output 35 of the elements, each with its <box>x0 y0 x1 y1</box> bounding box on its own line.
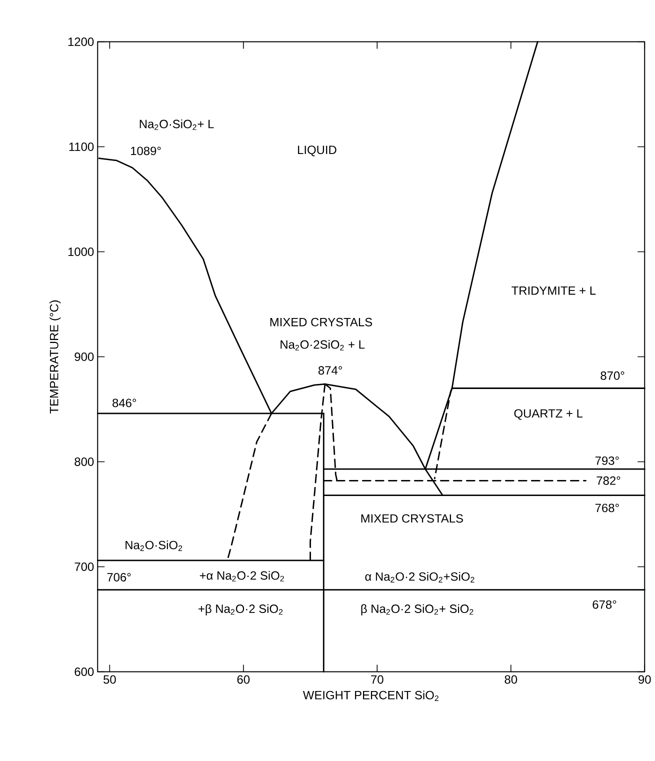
x-tick-label: 90 <box>638 675 652 684</box>
annotation: +α Na$_{2}$O·2 SiO$_{2}$ <box>200 570 284 582</box>
annotation: 782° <box>596 476 620 485</box>
annotation: 793° <box>596 456 620 465</box>
annotation: 706° <box>107 573 131 582</box>
x-tick-label: 80 <box>504 675 518 684</box>
annotation: 846° <box>112 398 136 408</box>
y-tick-label: 600 <box>74 668 94 676</box>
x-tick-label: 70 <box>371 675 384 684</box>
y-tick-label: 800 <box>74 458 94 466</box>
y-tick-label: 900 <box>74 352 94 361</box>
y-tick-label: 1000 <box>68 248 94 256</box>
annotation: TRIDYMITE + L <box>512 286 596 295</box>
annotation: MIXED CRYSTALS <box>270 318 372 326</box>
annotation: Na$_{2}$O·SiO$_{2}$ <box>126 540 182 551</box>
annotation: β Na$_{2}$O·2 SiO$_{2}$+ SiO$_{2}$ <box>361 604 474 616</box>
annotation: Na$_{2}$O·2SiO$_{2}$ + L <box>280 340 365 350</box>
y-tick-label: 1200 <box>68 38 94 46</box>
annotation: α Na$_{2}$O·2 SiO$_{2}$+SiO$_{2}$ <box>365 572 474 582</box>
y-tick-label: 700 <box>74 562 94 571</box>
annotation: +β Na$_{2}$O·2 SiO$_{2}$ <box>198 604 283 616</box>
annotation: 1089° <box>131 146 161 156</box>
annotation: 768° <box>596 504 620 512</box>
y-axis-title: TEMPERATURE (°C) <box>50 300 61 414</box>
x-tick-label: 50 <box>104 675 116 684</box>
annotation: 874° <box>318 366 342 375</box>
x-tick-label: 60 <box>238 675 250 684</box>
annotation: 870° <box>600 371 624 380</box>
annotation: LIQUID <box>298 146 337 156</box>
annotation: Na$_{2}$O·SiO$_{2}$+ L <box>140 119 214 130</box>
x-axis-title: WEIGHT PERCENT SiO$_{2}$ <box>303 690 439 702</box>
y-tick-label: 1100 <box>70 142 94 151</box>
annotation: MIXED CRYSTALS <box>362 514 464 523</box>
annotation: QUARTZ + L <box>514 409 583 420</box>
annotation: 678° <box>592 600 616 609</box>
